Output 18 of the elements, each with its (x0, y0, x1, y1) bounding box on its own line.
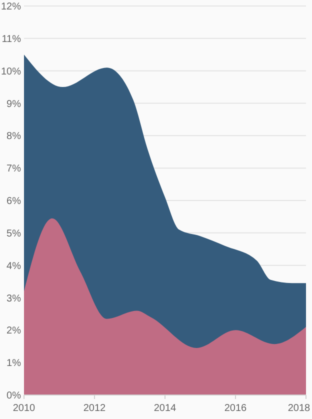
y-tick-label: 6% (6, 196, 22, 207)
y-tick-label: 9% (6, 98, 22, 110)
y-tick-label: 7% (6, 164, 22, 175)
y-tick-label: 0% (6, 390, 22, 402)
x-tick-label: 2010 (12, 403, 36, 414)
y-tick-label: 4% (6, 260, 22, 272)
y-tick-label: 12% (0, 2, 22, 12)
y-tick-label: 11% (2, 34, 22, 45)
y-tick-label: 1% (6, 358, 22, 370)
x-tick-label: 2016 (224, 403, 248, 414)
x-tick-label: 2012 (83, 403, 106, 414)
y-tick-label: 8% (6, 131, 22, 142)
x-tick-label: 2018 (288, 403, 311, 414)
y-tick-label: 3% (6, 293, 22, 304)
y-tick-label: 5% (6, 228, 22, 240)
y-tick-label: 10% (0, 66, 22, 78)
x-tick-label: 2014 (154, 403, 177, 414)
y-tick-label: 2% (6, 326, 22, 337)
